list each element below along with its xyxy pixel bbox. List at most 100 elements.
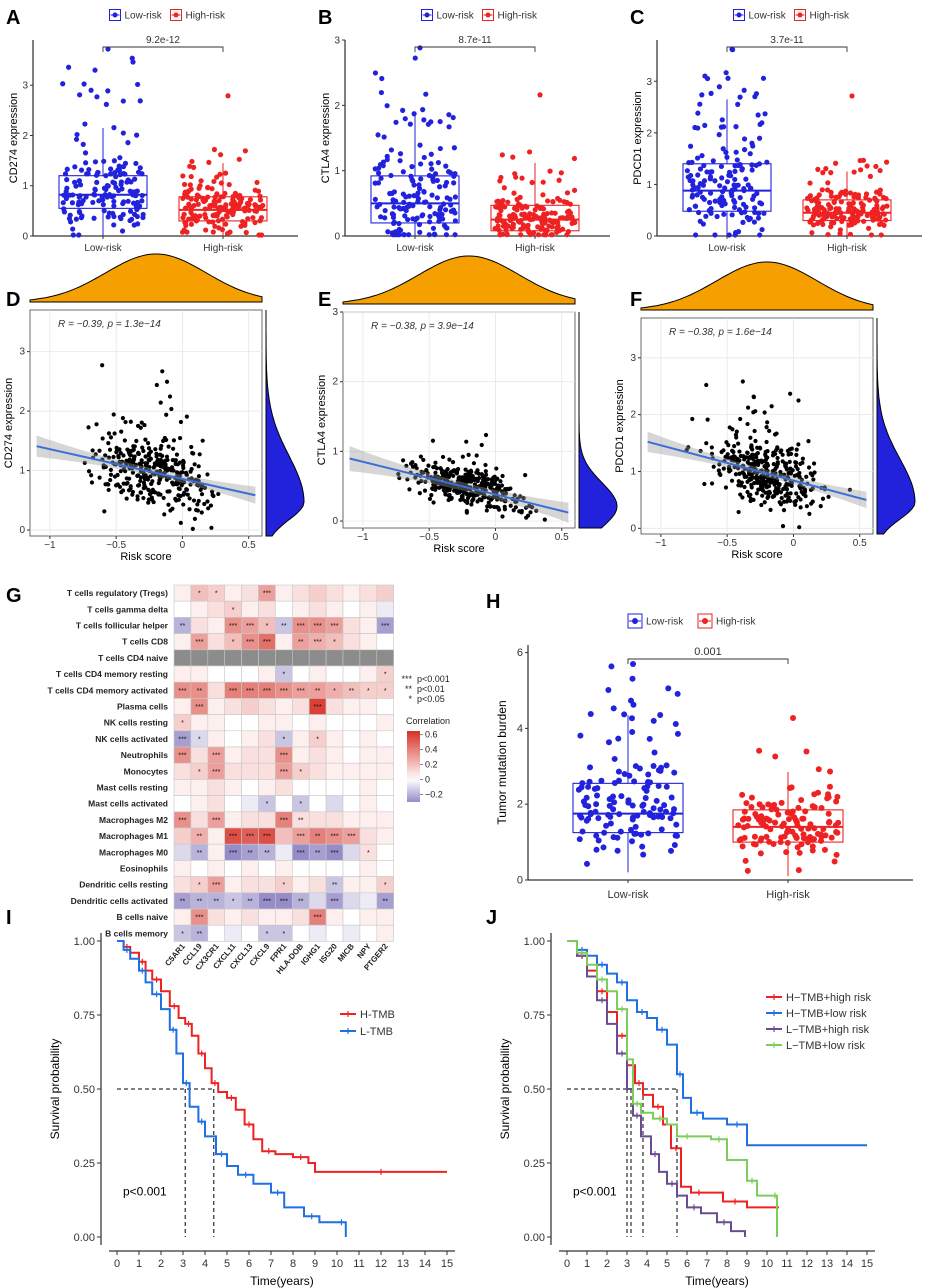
- data-point: [450, 460, 456, 465]
- data-point-low: [105, 214, 111, 220]
- x-axis-title: Risk score: [433, 543, 484, 555]
- significance-star: *: [198, 736, 201, 743]
- data-point-low: [396, 226, 402, 232]
- plot-area: [29, 309, 263, 537]
- data-point-low: [639, 802, 646, 809]
- data-point-low: [452, 218, 458, 224]
- data-point: [704, 441, 709, 446]
- heatmap-cell: [241, 876, 259, 894]
- data-point-low: [737, 94, 743, 100]
- data-point-low: [697, 218, 703, 224]
- data-point: [187, 496, 192, 501]
- heatmap-cell: [241, 795, 259, 813]
- data-point-low: [374, 204, 380, 210]
- data-point: [128, 484, 133, 489]
- censor-mark: [198, 1050, 205, 1057]
- significance-star: *: [181, 720, 184, 727]
- data-point-low: [741, 147, 748, 153]
- significance-star: ***: [212, 817, 220, 824]
- data-point-low: [722, 201, 728, 207]
- heatmap-cell: [241, 811, 259, 829]
- data-point: [742, 484, 747, 490]
- outlier-point: [105, 46, 111, 52]
- data-point: [747, 461, 752, 466]
- data-point: [156, 481, 161, 486]
- data-point: [82, 460, 87, 465]
- heatmap-cell: [190, 665, 209, 683]
- data-point: [195, 502, 200, 507]
- data-point-low: [64, 166, 70, 172]
- data-point: [124, 496, 129, 501]
- y-tick-label: 0.00: [524, 1232, 545, 1244]
- heatmap-cell: [359, 795, 378, 813]
- censor-mark: [619, 1032, 625, 1039]
- data-point-high: [788, 810, 795, 817]
- data-point-low: [391, 204, 397, 210]
- data-point: [449, 495, 454, 501]
- data-point: [734, 429, 739, 434]
- data-point-low: [134, 132, 140, 138]
- heatmap-cell: [376, 746, 394, 764]
- heatmap-cell: [207, 730, 226, 748]
- x-tick-label: Low-risk: [396, 243, 434, 254]
- data-point: [798, 505, 803, 510]
- data-point: [489, 477, 494, 482]
- heatmap-cell: [173, 584, 192, 602]
- data-point: [802, 487, 808, 492]
- data-point: [502, 498, 507, 503]
- data-point: [698, 448, 703, 454]
- data-point-low: [752, 209, 758, 215]
- heatmap-cell: [207, 827, 226, 845]
- heatmap-cell: [376, 860, 394, 877]
- data-point: [736, 466, 741, 471]
- data-point: [453, 486, 458, 491]
- data-point: [455, 468, 460, 473]
- heatmap-cell: [241, 762, 259, 780]
- data-point-low: [77, 92, 83, 98]
- data-point-high: [805, 207, 811, 213]
- heatmap-cell: [308, 860, 327, 877]
- data-point-high: [825, 180, 831, 186]
- data-point-high: [245, 216, 251, 222]
- heatmap-colorbar: [407, 731, 420, 802]
- x-tick-label: 3: [624, 1258, 630, 1270]
- heatmap-cell: [342, 924, 361, 942]
- data-point-high: [873, 163, 879, 170]
- data-point: [788, 491, 793, 496]
- data-point: [756, 462, 761, 467]
- data-point-high: [825, 810, 832, 817]
- data-point-low: [752, 94, 758, 100]
- data-point-low: [375, 132, 381, 138]
- data-point-low: [76, 194, 82, 200]
- data-point: [158, 400, 163, 405]
- data-point: [174, 452, 180, 457]
- heatmap-cell: [258, 665, 276, 683]
- data-point: [106, 431, 112, 436]
- data-point-low: [615, 768, 622, 775]
- significance-star: **: [315, 850, 321, 857]
- heatmap-cell: [173, 665, 192, 683]
- censor-mark: [185, 1020, 192, 1027]
- data-point: [90, 448, 95, 453]
- data-point-high: [505, 199, 511, 205]
- significance-star: ***: [212, 882, 220, 889]
- heatmap-cell: [258, 730, 276, 748]
- data-point-high: [788, 784, 795, 791]
- x-tick-label: 0.5: [242, 540, 256, 551]
- heatmap-cell: [275, 827, 293, 845]
- heatmap-cell: [291, 730, 310, 748]
- data-point-low: [384, 103, 390, 109]
- heatmap-cell: [207, 779, 226, 796]
- heatmap-cell: [190, 746, 209, 764]
- data-point: [803, 494, 808, 499]
- data-point-low: [583, 860, 590, 867]
- data-point: [89, 480, 95, 485]
- heatmap-cell: [308, 600, 327, 618]
- data-point-high: [847, 190, 854, 196]
- data-point-low: [100, 202, 106, 208]
- data-point-high: [864, 163, 870, 169]
- heatmap-cell: [342, 649, 361, 667]
- data-point-high: [210, 212, 216, 219]
- sig-key-label: p<0.05: [417, 694, 445, 704]
- significance-star: ***: [212, 769, 220, 776]
